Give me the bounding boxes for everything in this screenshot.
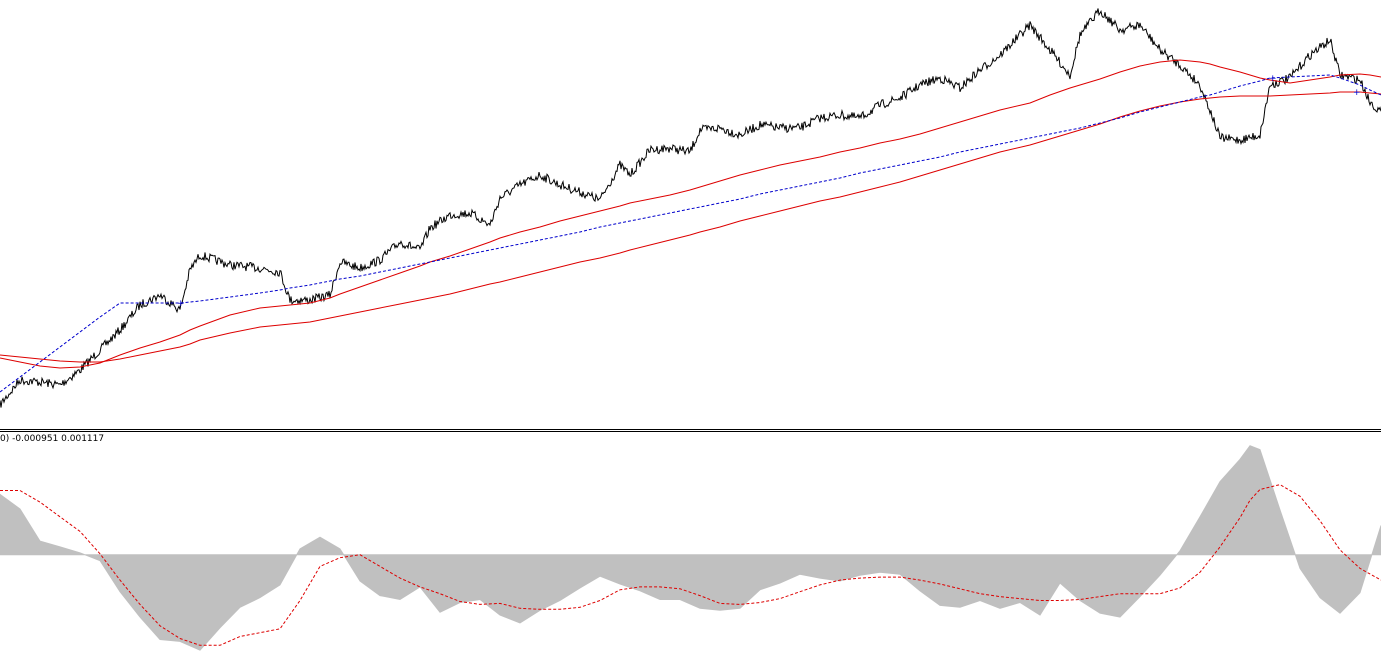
indicator-value-label: 0) -0.000951 0.001117 — [0, 434, 105, 444]
panel-separator[interactable] — [0, 429, 1381, 433]
oscillator-chart — [0, 445, 1381, 651]
trend-marker-3: + — [1353, 88, 1361, 98]
series-signal — [0, 484, 1381, 646]
trend-marker-2: + — [1269, 74, 1277, 84]
trend-marker-1: + — [177, 299, 185, 309]
series-price — [0, 8, 1381, 408]
price-chart: + + + — [0, 8, 1381, 408]
series-ma-fast — [0, 59, 1381, 369]
series-histogram — [0, 445, 1381, 651]
series-trend — [0, 74, 1381, 393]
series-ma-slow — [0, 91, 1381, 363]
